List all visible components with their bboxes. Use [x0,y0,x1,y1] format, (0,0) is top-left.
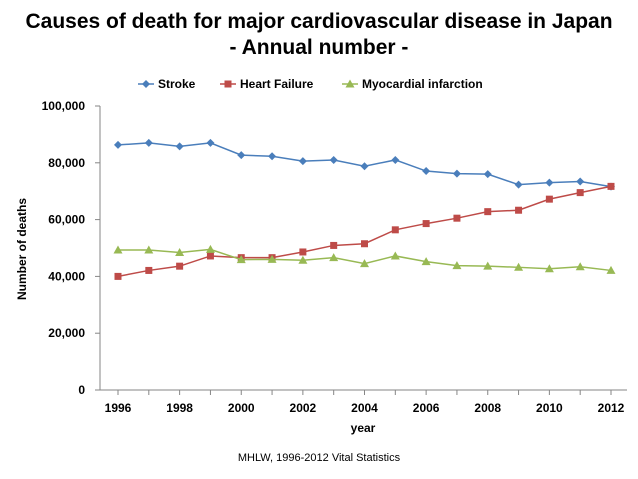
data-point-myocardial-infarction [421,257,431,266]
x-tick-label: 1998 [166,401,193,415]
data-point-myocardial-infarction [113,245,123,254]
data-point-myocardial-infarction [329,253,339,262]
data-point-heart-failure [607,182,615,190]
x-tick-label: 2004 [351,401,378,415]
data-point-stroke [452,169,461,178]
data-point-stroke [298,157,307,166]
legend-label-myocardial-infarction: Myocardial infarction [362,77,483,91]
data-point-stroke [483,170,492,179]
data-point-myocardial-infarction [514,262,524,271]
data-point-stroke [576,177,585,186]
y-tick-label: 20,000 [48,326,85,340]
y-tick-label: 40,000 [48,269,85,283]
data-point-stroke [268,152,277,161]
x-tick-label: 2008 [474,401,501,415]
data-point-myocardial-infarction [452,261,462,270]
data-point-stroke [422,167,431,176]
x-tick-label: 2006 [413,401,440,415]
data-point-stroke [329,155,338,164]
x-axis-label: year [351,421,376,435]
data-point-heart-failure [515,206,523,214]
y-tick-label: 100,000 [42,99,86,113]
x-tick-label: 2002 [290,401,317,415]
data-point-heart-failure [114,272,122,280]
data-point-heart-failure [145,266,153,274]
data-point-heart-failure [361,240,368,248]
y-tick-label: 0 [78,383,85,397]
data-point-heart-failure [422,220,430,228]
data-point-stroke [175,142,184,151]
data-point-stroke [391,155,400,164]
chart-title: Causes of death for major cardiovascular… [25,10,613,33]
x-tick-label: 1996 [105,401,132,415]
chart-subtitle: - Annual number - [229,36,409,59]
data-point-myocardial-infarction [205,244,215,253]
legend-marker-heart-failure [224,80,232,88]
y-axis-label: Number of deaths [15,198,29,300]
data-point-stroke [514,180,523,189]
data-point-heart-failure [453,214,461,222]
data-point-heart-failure [576,189,584,197]
data-point-myocardial-infarction [298,255,308,264]
data-point-myocardial-infarction [575,262,585,271]
data-point-heart-failure [391,226,399,234]
data-point-myocardial-infarction [267,254,277,263]
data-point-stroke [144,138,153,147]
data-point-stroke [114,140,122,149]
y-tick-label: 60,000 [48,213,85,227]
data-point-stroke [237,151,246,160]
data-point-myocardial-infarction [390,251,400,260]
data-point-myocardial-infarction [144,245,154,254]
x-tick-label: 2010 [536,401,563,415]
data-point-heart-failure [206,252,214,260]
legend-marker-stroke [142,80,150,88]
data-point-stroke [206,138,215,147]
data-point-heart-failure [545,195,553,203]
data-point-myocardial-infarction [236,255,246,264]
legend-label-heart-failure: Heart Failure [240,77,314,91]
data-point-stroke [360,162,369,171]
x-tick-label: 2000 [228,401,255,415]
data-point-myocardial-infarction [606,265,616,274]
legend-label-stroke: Stroke [158,77,196,91]
y-tick-label: 80,000 [48,156,85,170]
data-point-myocardial-infarction [175,248,185,257]
data-point-heart-failure [176,262,184,270]
data-point-heart-failure [299,248,307,256]
data-point-myocardial-infarction [483,261,493,270]
source-note: MHLW, 1996-2012 Vital Statistics [237,452,401,464]
data-point-heart-failure [484,208,492,216]
data-point-stroke [545,178,554,187]
data-point-heart-failure [330,241,338,249]
data-point-myocardial-infarction [544,264,554,273]
data-point-myocardial-infarction [360,259,369,268]
legend-marker-myocardial-infarction [345,79,355,88]
x-tick-label: 2012 [598,401,625,415]
